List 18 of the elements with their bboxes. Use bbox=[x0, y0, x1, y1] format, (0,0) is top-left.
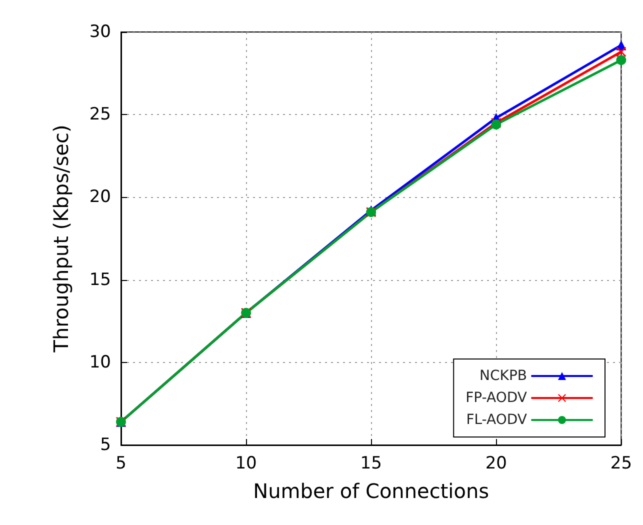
legend-label: FL-AODV bbox=[466, 412, 528, 428]
x-tick-label: 10 bbox=[235, 454, 257, 474]
point bbox=[616, 55, 626, 66]
y-axis-title: Throughput (Kbps/sec) bbox=[49, 124, 73, 354]
y-tick-label: 30 bbox=[89, 22, 111, 42]
x-tick-label: 5 bbox=[116, 454, 126, 474]
legend-label: NCKPB bbox=[480, 368, 527, 384]
x-tick-label: 25 bbox=[610, 454, 632, 474]
legend-label: FP-AODV bbox=[466, 390, 528, 406]
x-tick-label: 20 bbox=[485, 454, 507, 474]
y-tick-label: 10 bbox=[89, 352, 111, 372]
point bbox=[616, 46, 626, 57]
y-tick-label: 25 bbox=[89, 104, 111, 125]
y-tick-label: 20 bbox=[89, 187, 111, 208]
y-tick-label: 15 bbox=[89, 270, 111, 290]
x-tick-label: 15 bbox=[360, 454, 382, 474]
y-tick-label: 5 bbox=[100, 435, 111, 455]
x-axis-title: Number of Connections bbox=[253, 479, 490, 503]
